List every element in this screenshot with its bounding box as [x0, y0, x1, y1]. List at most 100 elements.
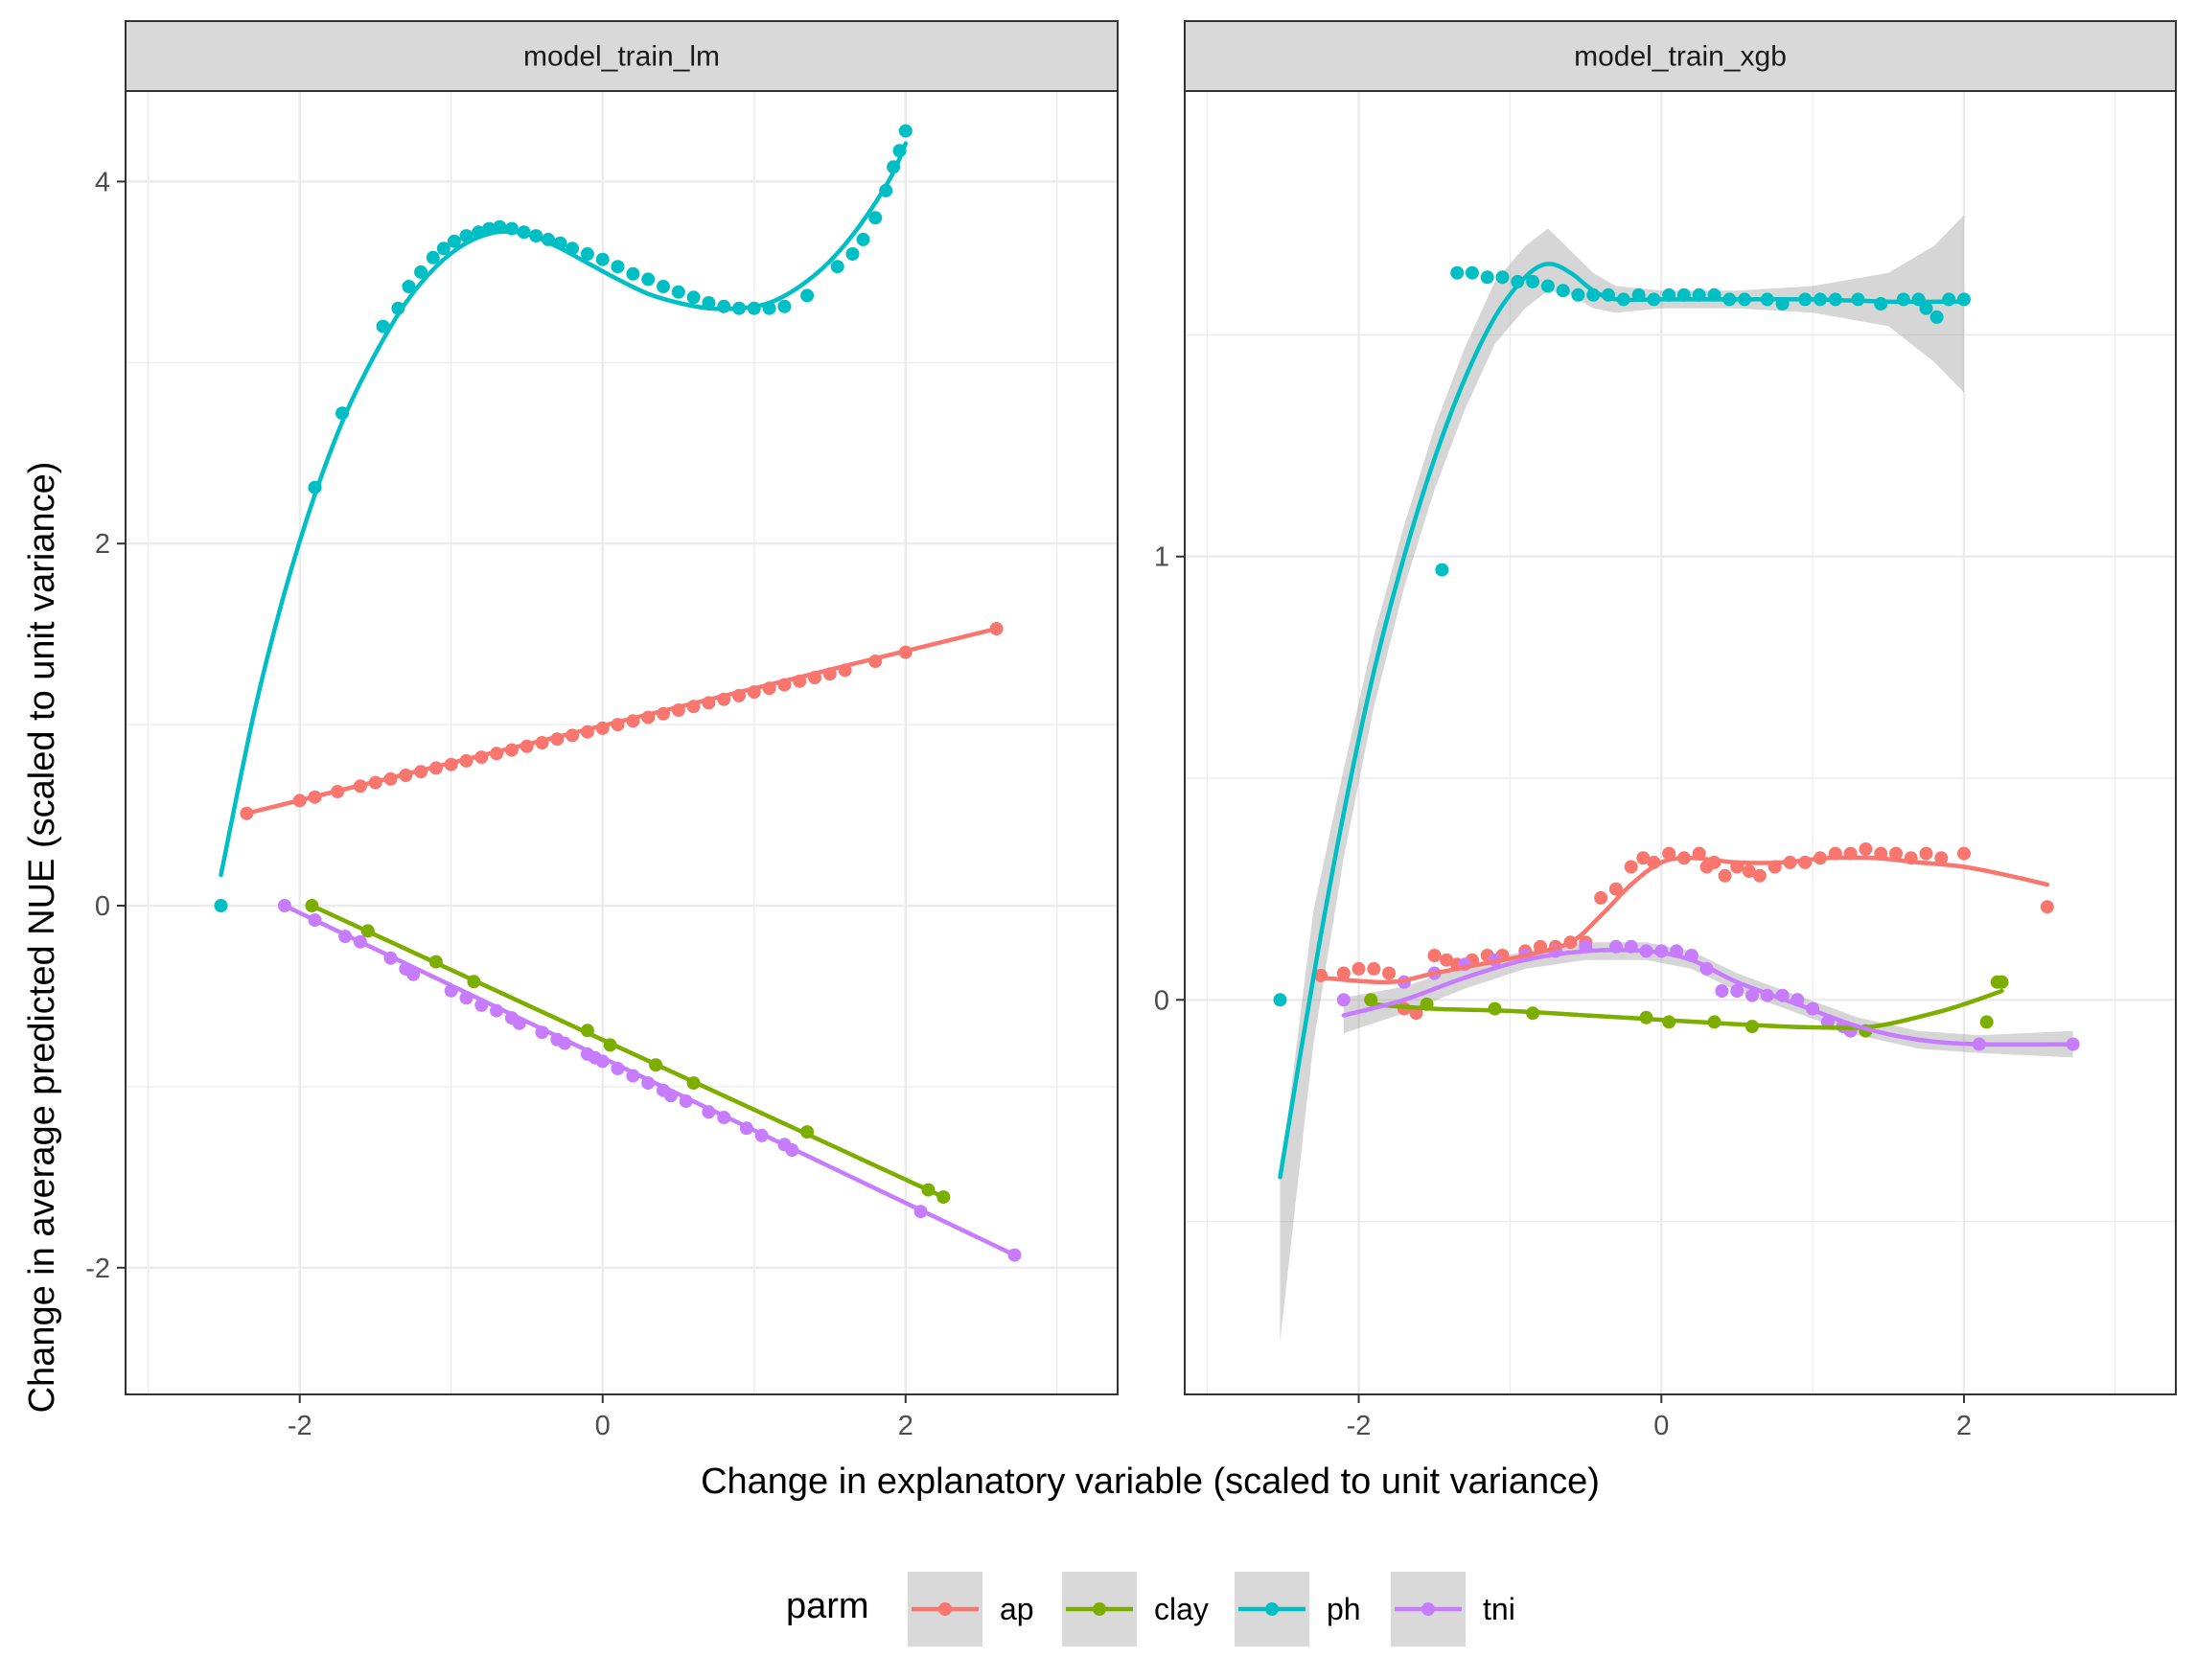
x-axis: -2 0 2: [1347, 1394, 1972, 1441]
point-clay: [1995, 975, 2009, 989]
y-axis-title: Change in average predicted NUE (scaled …: [22, 462, 62, 1414]
legend-label-ap: ap: [1000, 1592, 1034, 1626]
point-ph: [1929, 310, 1944, 324]
point-ph: [1435, 563, 1449, 577]
point-ph: [1957, 292, 1971, 307]
point-ph: [1526, 274, 1540, 288]
legend-label-clay: clay: [1154, 1592, 1209, 1626]
x-tick-label: 0: [595, 1411, 611, 1441]
point-ph: [426, 250, 440, 265]
panel-background: [126, 91, 1118, 1394]
point-ph: [214, 899, 228, 912]
point-ph: [845, 247, 860, 261]
y-tick-label: 0: [95, 891, 110, 922]
point-ph: [1465, 265, 1479, 280]
point-ap: [2040, 900, 2054, 914]
fit-line-clay: [310, 903, 946, 1200]
y-axis: -2 0 2 4: [85, 167, 126, 1284]
point-ph: [1919, 301, 1933, 315]
point-ph: [1480, 270, 1494, 285]
legend-key-point: [938, 1602, 952, 1616]
point-ph: [1540, 279, 1555, 293]
point-ph: [580, 247, 594, 261]
fit-line-ph: [1278, 262, 1967, 1180]
legend-key-ph: ph: [1235, 1572, 1361, 1646]
point-ap: [1957, 846, 1971, 861]
fit-line-ap: [244, 626, 999, 816]
legend-label-ph: ph: [1327, 1592, 1361, 1626]
point-ph: [1896, 292, 1910, 307]
y-tick-label: 2: [95, 529, 110, 560]
point-ph: [402, 280, 416, 293]
point-ph: [657, 280, 670, 293]
y-tick-label: 4: [95, 167, 110, 197]
point-ap: [1367, 961, 1381, 976]
facet-strip: model_train_xgb: [1184, 20, 2177, 92]
point-ap: [1718, 868, 1732, 883]
legend-label-tni: tni: [1483, 1592, 1515, 1626]
point-tni: [1715, 984, 1729, 998]
point-ph: [641, 272, 656, 287]
point-ph: [800, 288, 815, 303]
facet-strip-label: model_train_lm: [523, 41, 720, 73]
confidence-band-tni: [1343, 942, 2073, 1058]
point-ap: [1752, 868, 1767, 883]
plot-area: [1273, 215, 2080, 1342]
point-ph: [898, 124, 913, 138]
point-ph: [868, 211, 883, 225]
point-ap: [1859, 842, 1873, 856]
point-ph: [611, 260, 625, 274]
panel-background: [1185, 91, 2176, 1394]
legend-key-clay: clay: [1062, 1572, 1209, 1646]
point-ph: [414, 265, 428, 279]
facet-strip-label: model_train_xgb: [1574, 41, 1787, 73]
x-tick-label: 2: [898, 1411, 913, 1441]
panel-model_train_xgb: model_train_xgb-2 0 201: [1154, 20, 2177, 1441]
legend-title: parm: [786, 1586, 869, 1626]
point-ap: [1440, 953, 1454, 967]
point-ph: [686, 290, 701, 305]
point-tni: [1730, 984, 1744, 998]
point-ph: [1942, 292, 1956, 307]
point-tni: [1336, 993, 1351, 1007]
legend-key-point: [1265, 1602, 1279, 1616]
panel-model_train_lm: model_train_lm -2 0 2 -2 0 2 4: [85, 20, 1119, 1441]
confidence-band-ph: [1280, 215, 1964, 1342]
facet-strip-background: [1184, 20, 2177, 92]
legend-key-point: [1421, 1602, 1435, 1616]
legend: parm ap clay ph tni: [786, 1572, 1515, 1646]
point-ap: [1608, 882, 1623, 896]
point-ap: [1889, 846, 1903, 861]
point-ap: [1594, 890, 1608, 905]
legend-key-tni: tni: [1391, 1572, 1515, 1646]
fit-line-clay: [1368, 988, 2004, 1030]
x-tick-label: 0: [1653, 1411, 1669, 1441]
legend-key-ap: ap: [908, 1572, 1034, 1646]
fit-line-ap: [1318, 855, 2050, 985]
point-ph: [436, 242, 451, 256]
fit-line-tni: [1341, 948, 2075, 1047]
point-ap: [1636, 851, 1651, 865]
point-ap: [1934, 851, 1949, 865]
y-tick-label: -2: [85, 1254, 110, 1284]
point-tni: [1745, 988, 1759, 1002]
point-ph: [717, 299, 731, 313]
x-tick-label: -2: [288, 1411, 312, 1441]
point-ph: [671, 285, 685, 299]
facet-strip-background: [125, 20, 1119, 92]
legend-key-point: [1093, 1602, 1106, 1616]
x-tick-label: 2: [1956, 1411, 1972, 1441]
point-ph: [1450, 265, 1465, 280]
legend-keys: ap clay ph tni: [908, 1572, 1515, 1646]
fit-line-ph: [219, 141, 909, 878]
y-axis: 01: [1154, 542, 1185, 1016]
point-ph: [830, 260, 844, 274]
point-ph: [1556, 284, 1570, 298]
point-ap: [1919, 846, 1933, 861]
point-ap: [1427, 949, 1442, 962]
point-ph: [595, 252, 610, 266]
point-ph: [447, 234, 461, 248]
point-ph: [1874, 297, 1888, 311]
point-ph: [626, 266, 640, 281]
point-ph: [1571, 288, 1585, 302]
